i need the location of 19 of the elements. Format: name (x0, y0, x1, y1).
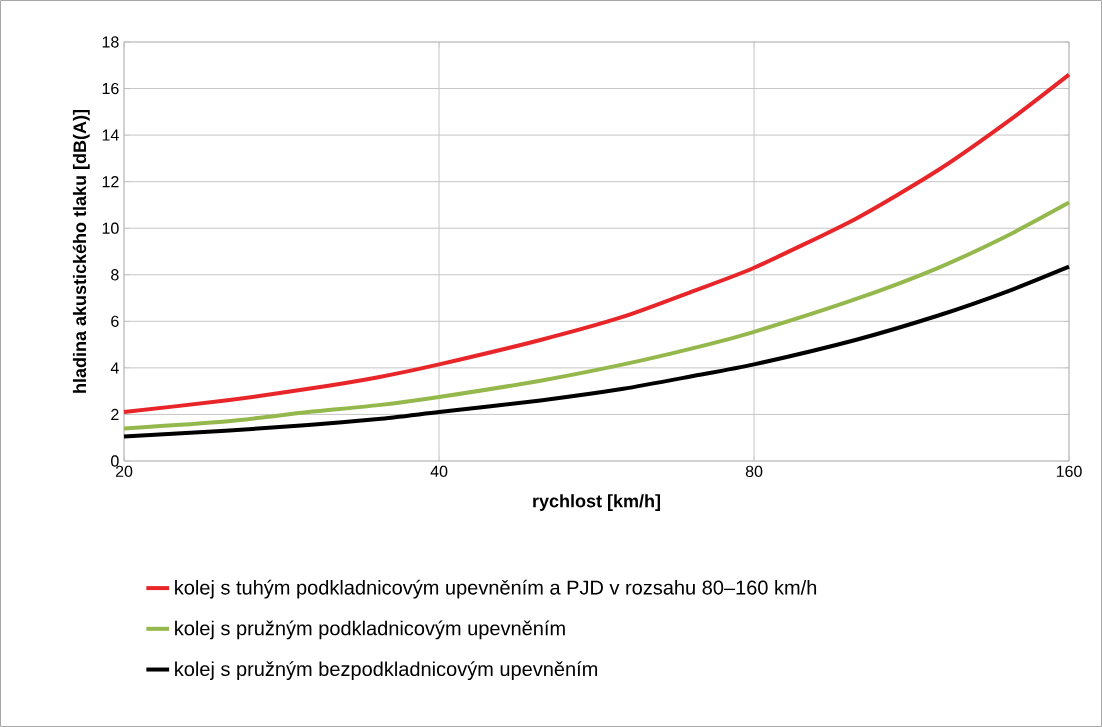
y-tick-label: 6 (111, 315, 119, 327)
x-tick-label: 20 (115, 465, 133, 478)
legend-label: kolej s pružným podkladnicovým upevněním (175, 620, 565, 640)
y-tick-label: 12 (102, 176, 119, 188)
x-axis-title: rychlost [km/h] (533, 494, 660, 511)
y-tick-label: 10 (102, 222, 119, 234)
x-tick-label: 40 (430, 465, 448, 478)
y-tick-label: 18 (102, 36, 119, 48)
x-tick-label: 160 (1056, 465, 1082, 478)
y-tick-label: 0 (111, 455, 119, 467)
y-tick-label: 2 (111, 408, 119, 421)
y-tick-label: 8 (111, 269, 119, 281)
y-tick-label: 16 (102, 82, 119, 95)
legend-label: kolej s tuhým podkladnicovým upevněním a PJD v rozsahu 80–160 km/h (175, 579, 817, 599)
x-tick-label: 80 (745, 465, 763, 478)
y-tick-label: 4 (110, 362, 119, 374)
y-tick-label: 14 (102, 129, 119, 141)
y-axis-title: hladina akustického tlaku [dB(A)] (72, 110, 90, 393)
legend-label: kolej s pružným bezpodkladnicovým upevněním (175, 661, 598, 681)
